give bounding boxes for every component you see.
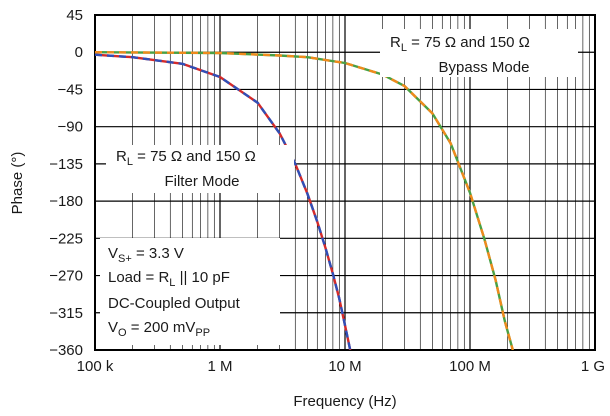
series-line-filter	[95, 53, 352, 350]
output-voltage-label: VO = 200 mVPP	[108, 319, 210, 339]
bypass-mode-annotation: RL = 75 Ω and 150 Ω Bypass Mode	[380, 29, 578, 77]
y-tick-label: −225	[49, 230, 83, 247]
x-axis-title: Frequency (Hz)	[293, 393, 396, 410]
y-tick-label: −270	[49, 268, 83, 285]
filter-rl-label: RL = 75 Ω and 150 Ω	[116, 148, 256, 168]
y-tick-label: −135	[49, 156, 83, 173]
x-tick-label: 100 M	[449, 358, 491, 375]
x-tick-label: 1 G	[581, 358, 605, 375]
y-tick-label: −90	[58, 119, 83, 136]
y-tick-label: −315	[49, 305, 83, 322]
filter-mode-label: Filter Mode	[164, 173, 239, 190]
x-tick-label: 10 M	[328, 358, 361, 375]
x-tick-label: 1 M	[207, 358, 232, 375]
supply-voltage-label: VS+ = 3.3 V	[108, 245, 184, 265]
y-tick-label: −45	[58, 81, 83, 98]
y-tick-label: −360	[49, 342, 83, 359]
bypass-mode-label: Bypass Mode	[439, 59, 530, 76]
load-label: Load = RL || 10 pF	[108, 269, 230, 289]
tick-labels: 100 k 1 M 10 M 100 M 1 G 45 0 −45 −90 −135 −180 −22…	[49, 7, 605, 375]
y-axis-title: Phase (°)	[9, 152, 26, 215]
x-tick-label: 100 k	[77, 358, 114, 375]
filter-mode-annotation: RL = 75 Ω and 150 Ω Filter Mode	[106, 145, 294, 193]
series-line-bypass	[95, 51, 514, 350]
test-conditions-annotation: VS+ = 3.3 V Load = RL || 10 pF DC-Couple…	[100, 238, 280, 345]
y-tick-label: 45	[66, 7, 83, 24]
coupling-label: DC-Coupled Output	[108, 295, 241, 312]
y-tick-label: 0	[75, 44, 83, 61]
plot-frame	[94, 14, 596, 351]
y-tick-label: −180	[49, 193, 83, 210]
bypass-rl-label: RL = 75 Ω and 150 Ω	[390, 34, 530, 54]
series-group	[95, 51, 514, 350]
